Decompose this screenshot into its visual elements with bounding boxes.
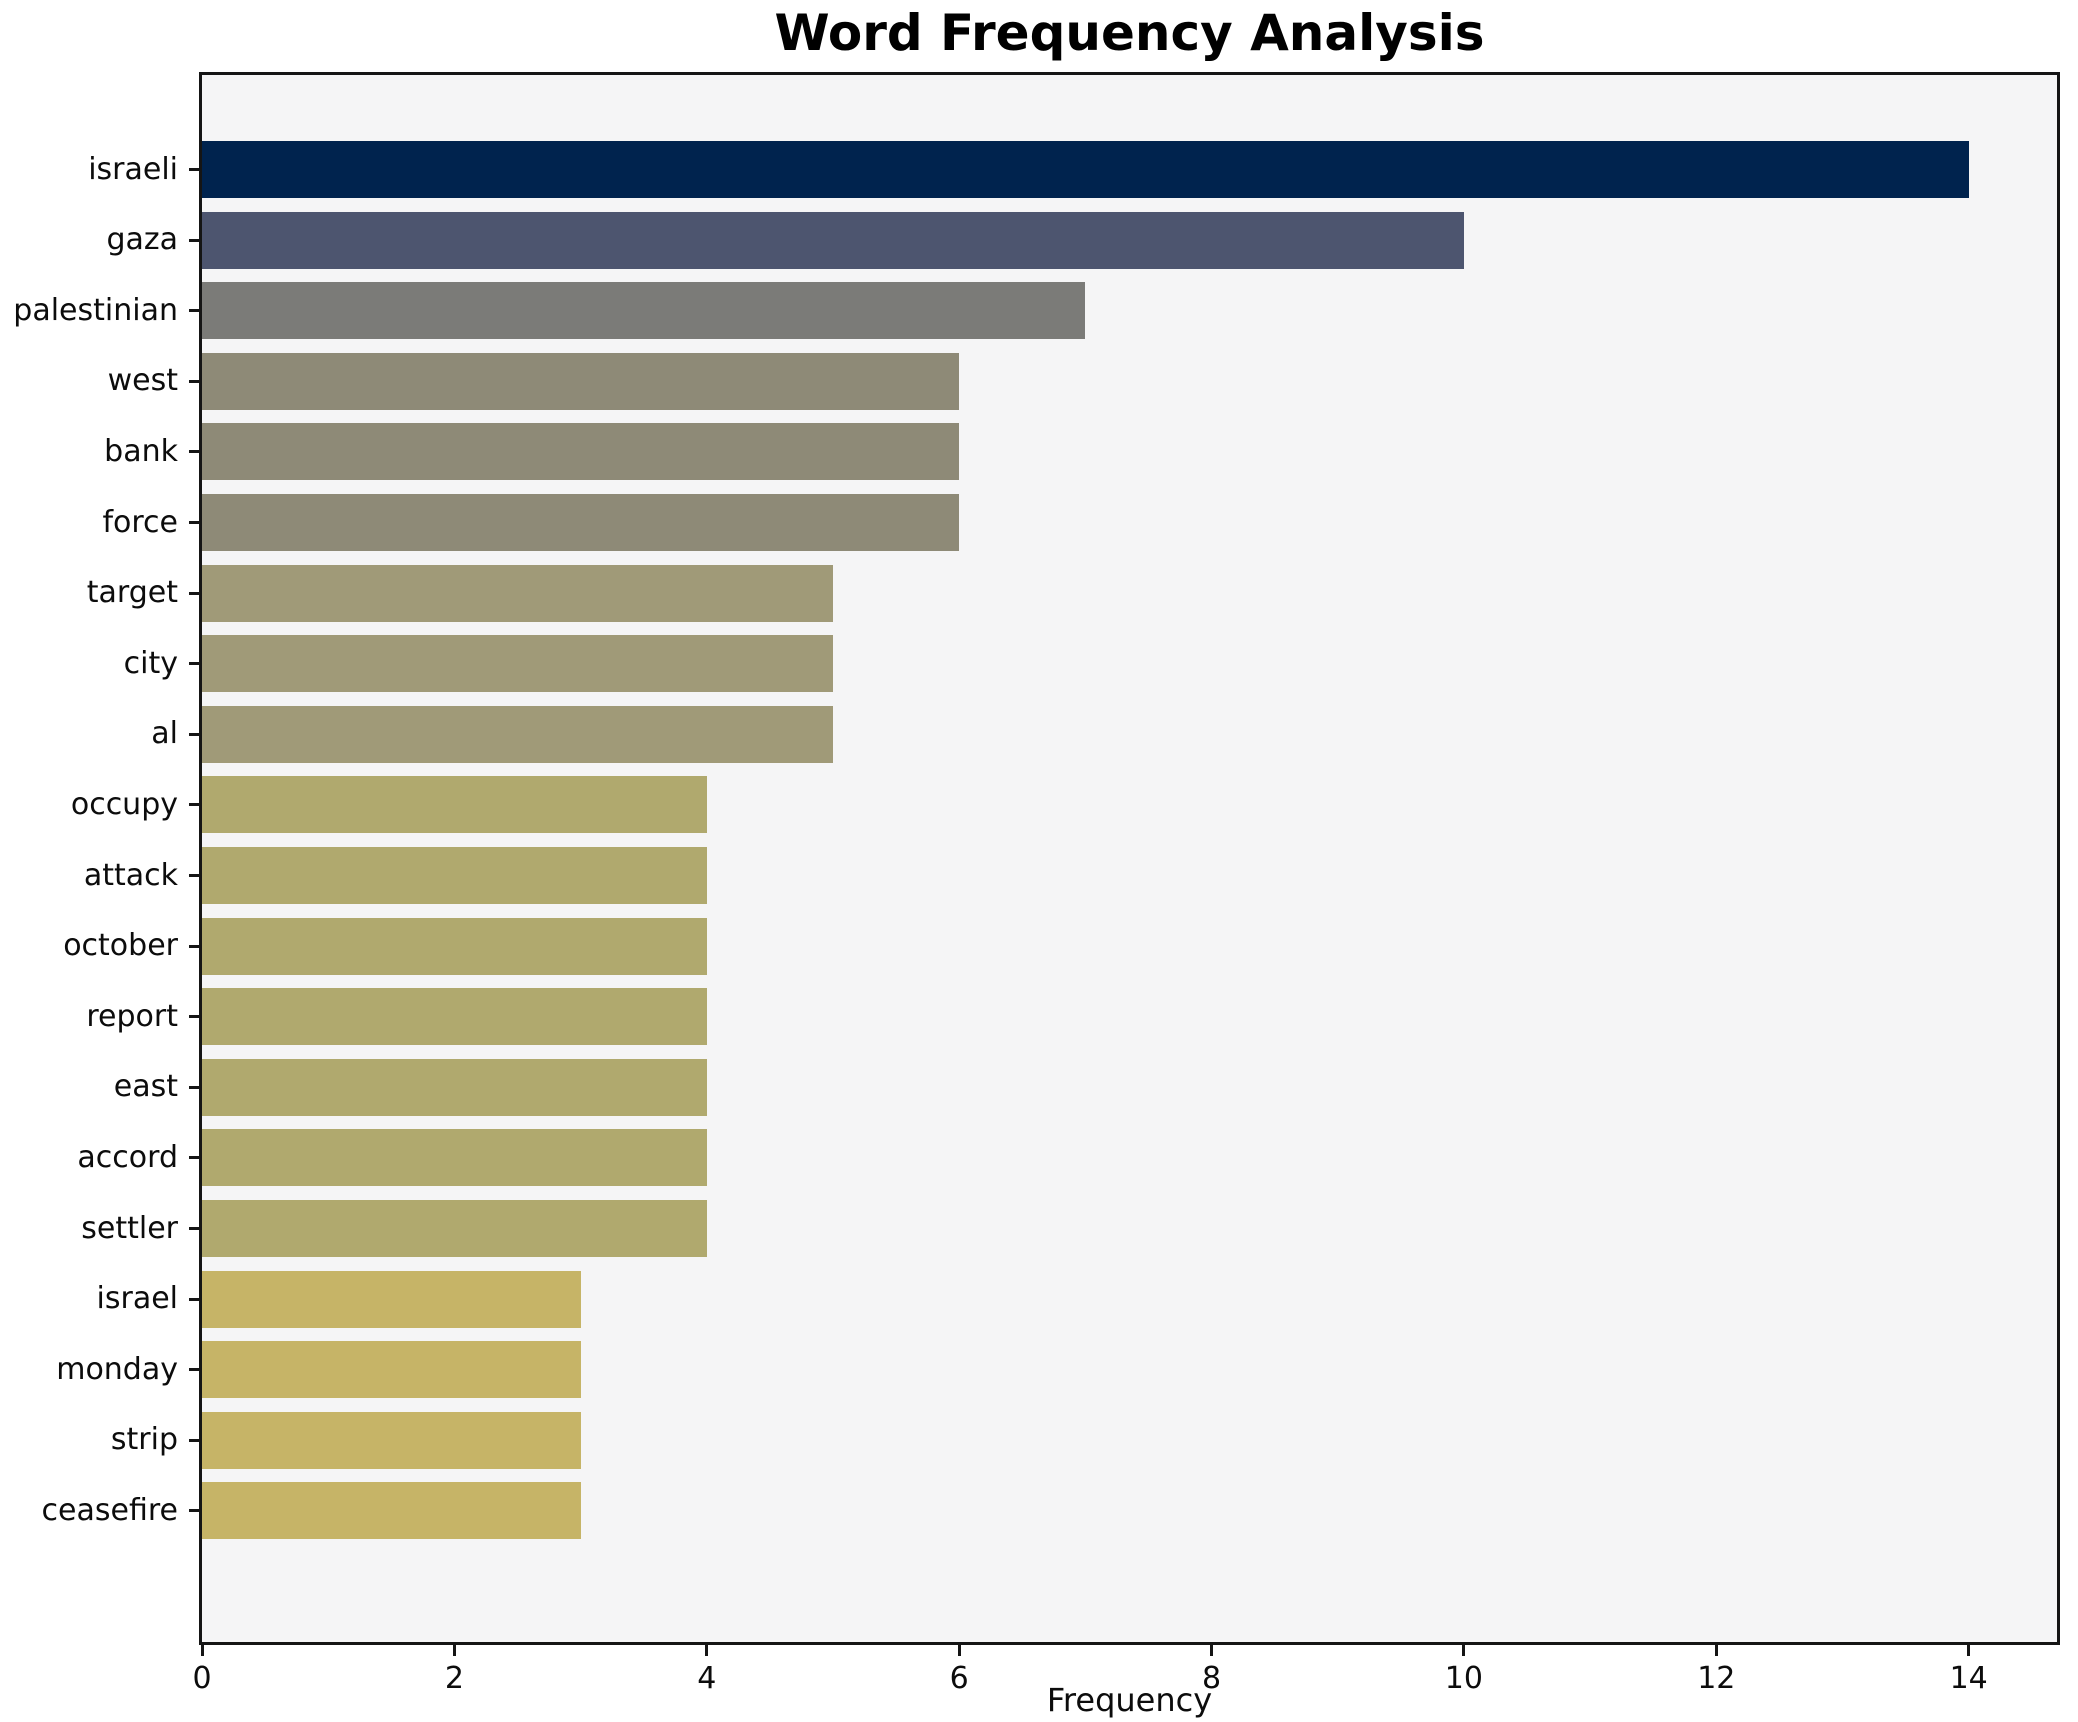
- x-tick-mark: [1210, 1645, 1214, 1656]
- y-tick-mark: [189, 1368, 199, 1372]
- y-tick-label: occupy: [70, 786, 178, 822]
- y-tick-mark: [189, 591, 199, 595]
- y-tick-label: west: [107, 363, 178, 399]
- y-tick-mark: [189, 1438, 199, 1442]
- bar-palestinian: [202, 282, 1086, 340]
- y-tick-mark: [189, 1227, 199, 1230]
- y-tick-label: gaza: [106, 222, 178, 258]
- y-tick-label: target: [86, 575, 178, 611]
- bar-force: [202, 494, 960, 551]
- x-tick-label: 14: [1949, 1661, 1988, 1696]
- y-tick-mark: [189, 732, 199, 736]
- y-tick-label: israel: [96, 1281, 178, 1317]
- x-tick-label: 8: [1201, 1661, 1222, 1696]
- y-tick-label: al: [151, 716, 178, 752]
- bar-accord: [202, 1129, 707, 1187]
- y-tick-label: east: [113, 1069, 178, 1105]
- bar-israel: [202, 1270, 581, 1328]
- x-tick-label: 4: [697, 1661, 717, 1696]
- bar-ceasefire: [202, 1482, 581, 1540]
- bar-report: [202, 988, 707, 1046]
- x-tick-label: 6: [949, 1661, 969, 1696]
- chart-title: Word Frequency Analysis: [774, 4, 1485, 62]
- bar-monday: [202, 1341, 581, 1399]
- bar-city: [202, 635, 833, 693]
- y-tick-label: palestinian: [13, 292, 178, 328]
- x-tick-mark: [452, 1645, 456, 1656]
- x-tick-label: 10: [1444, 1661, 1483, 1696]
- y-tick-label: monday: [56, 1351, 178, 1387]
- x-tick-mark: [1967, 1645, 1971, 1656]
- y-tick-mark: [189, 1509, 199, 1513]
- x-tick-mark: [1462, 1645, 1466, 1656]
- bar-gaza: [202, 211, 1464, 269]
- y-tick-label: report: [86, 998, 178, 1034]
- y-tick-mark: [189, 238, 199, 242]
- y-tick-label: force: [102, 504, 178, 540]
- y-tick-mark: [189, 450, 199, 454]
- x-tick-mark: [957, 1645, 961, 1656]
- x-tick-mark: [705, 1645, 709, 1656]
- bar-israeli: [202, 141, 1969, 198]
- y-tick-mark: [189, 944, 199, 948]
- y-tick-label: city: [123, 645, 178, 681]
- y-tick-mark: [189, 1085, 199, 1089]
- y-tick-label: accord: [77, 1139, 178, 1175]
- bar-october: [202, 917, 707, 975]
- bar-occupy: [202, 776, 707, 834]
- y-tick-label: strip: [110, 1422, 178, 1458]
- y-tick-mark: [189, 521, 199, 524]
- y-tick-label: ceasefire: [41, 1492, 178, 1528]
- x-axis-label: Frequency: [1046, 1681, 1213, 1719]
- y-tick-mark: [189, 168, 199, 171]
- y-tick-label: october: [63, 928, 178, 964]
- y-tick-label: bank: [104, 433, 178, 469]
- bar-west: [202, 352, 960, 410]
- y-tick-label: settler: [81, 1210, 178, 1246]
- y-tick-mark: [189, 1156, 199, 1160]
- bar-bank: [202, 423, 960, 481]
- y-tick-mark: [189, 662, 199, 666]
- y-tick-mark: [189, 379, 199, 383]
- y-tick-mark: [189, 1297, 199, 1301]
- y-tick-label: attack: [83, 857, 178, 893]
- bar-target: [202, 564, 833, 622]
- x-tick-mark: [1714, 1645, 1718, 1656]
- y-tick-mark: [189, 874, 199, 877]
- bar-settler: [202, 1200, 707, 1257]
- y-tick-label: israeli: [88, 151, 178, 187]
- x-tick-label: 12: [1697, 1661, 1736, 1696]
- bar-attack: [202, 847, 707, 904]
- y-tick-mark: [189, 803, 199, 807]
- bar-east: [202, 1058, 707, 1116]
- x-tick-label: 2: [444, 1661, 464, 1696]
- y-tick-mark: [189, 309, 199, 313]
- x-tick-label: 0: [192, 1661, 212, 1696]
- bar-strip: [202, 1411, 581, 1469]
- bar-al: [202, 705, 833, 763]
- y-tick-mark: [189, 1015, 199, 1019]
- x-tick-mark: [200, 1645, 204, 1656]
